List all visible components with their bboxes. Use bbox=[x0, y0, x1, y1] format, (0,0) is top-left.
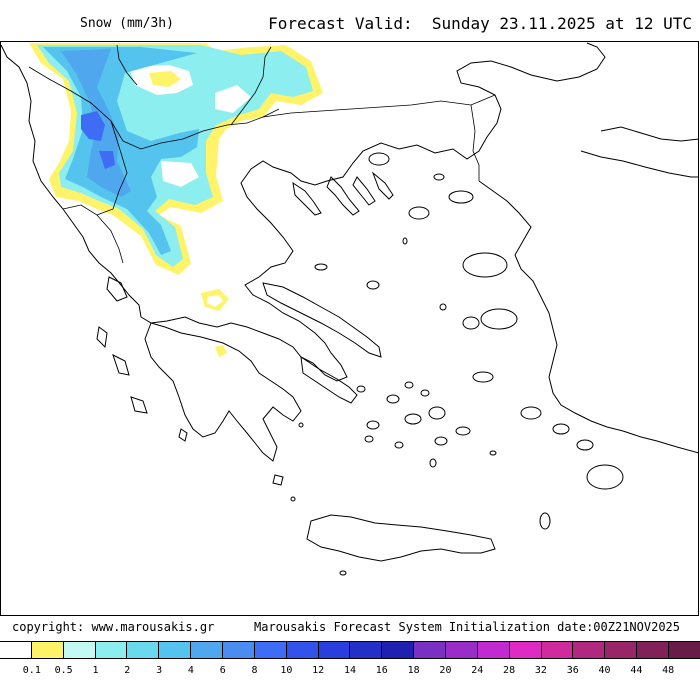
legend-tick-label: 18 bbox=[407, 665, 420, 676]
legend-swatch bbox=[254, 642, 287, 658]
legend-swatch bbox=[127, 642, 160, 658]
legend-tick-label: 36 bbox=[566, 665, 579, 676]
legend-swatch bbox=[541, 642, 574, 658]
legend-tick-label: 44 bbox=[630, 665, 643, 676]
legend-swatch bbox=[31, 642, 64, 658]
legend-tick-label: 40 bbox=[598, 665, 611, 676]
legend-swatch bbox=[414, 642, 447, 658]
legend-tick-label: 4 bbox=[187, 665, 194, 676]
legend-swatch bbox=[669, 642, 700, 658]
header: Snow (mm/3h) Forecast Valid: Sunday 23.1… bbox=[0, 0, 700, 42]
legend-tick-label: 20 bbox=[439, 665, 452, 676]
legend-tick-label: 8 bbox=[251, 665, 258, 676]
legend-labels: 0.1 0.5 1 2 3 4 6 8 10 12 14 16 18 20 24 28 32 36 40 44 48 bbox=[0, 665, 700, 681]
snow-area-dark-2 bbox=[99, 151, 115, 169]
legend-tick-label: 28 bbox=[503, 665, 516, 676]
legend-tick-label: 48 bbox=[662, 665, 675, 676]
legend-swatch bbox=[637, 642, 670, 658]
legend-tick-label: 12 bbox=[312, 665, 325, 676]
legend-tick-label: 0.1 bbox=[22, 665, 41, 676]
legend-swatch bbox=[605, 642, 638, 658]
legend-swatch bbox=[573, 642, 606, 658]
snow-area-medium bbox=[43, 47, 199, 255]
legend-swatch bbox=[95, 642, 128, 658]
coastlines bbox=[1, 42, 698, 576]
initialization-label: Initialization date:00Z21NOV2025 bbox=[448, 620, 680, 634]
legend-tick-label: 1 bbox=[92, 665, 99, 676]
legend-tick-label: 0.5 bbox=[54, 665, 73, 676]
legend-swatch bbox=[286, 642, 319, 658]
color-legend bbox=[0, 641, 700, 659]
footer: copyright: www.marousakis.gr Marousakis … bbox=[0, 618, 700, 638]
legend-tick-label: 10 bbox=[280, 665, 293, 676]
snow-area-dark bbox=[81, 111, 105, 141]
system-label: Marousakis Forecast System bbox=[254, 620, 442, 634]
legend-swatch bbox=[509, 642, 542, 658]
snow-hole-4 bbox=[215, 85, 251, 113]
legend-tick-label: 14 bbox=[343, 665, 357, 676]
legend-swatch bbox=[318, 642, 351, 658]
forecast-valid-label: Forecast Valid: Sunday 23.11.2025 at 12 … bbox=[268, 14, 692, 33]
legend-tick-label: 32 bbox=[534, 665, 547, 676]
snow-patch-east-inner bbox=[207, 295, 223, 307]
variable-label: Snow (mm/3h) bbox=[80, 16, 174, 31]
legend-swatch bbox=[350, 642, 383, 658]
legend-swatch bbox=[446, 642, 478, 658]
copyright-label: copyright: www.marousakis.gr bbox=[12, 620, 215, 634]
legend-tick-label: 24 bbox=[471, 665, 484, 676]
legend-swatch bbox=[191, 642, 224, 658]
legend-tick-label: 2 bbox=[124, 665, 131, 676]
legend-swatch bbox=[223, 642, 255, 658]
legend-tick-label: 3 bbox=[156, 665, 163, 676]
borders bbox=[28, 44, 496, 264]
legend-swatch bbox=[63, 642, 96, 658]
forecast-map bbox=[1, 42, 698, 576]
map-frame bbox=[0, 41, 699, 616]
legend-swatch bbox=[159, 642, 192, 658]
legend-swatch bbox=[477, 642, 510, 658]
legend-tick-label: 16 bbox=[375, 665, 388, 676]
legend-tick-label: 6 bbox=[219, 665, 226, 676]
legend-swatch bbox=[0, 642, 32, 658]
legend-swatch bbox=[382, 642, 415, 658]
snow-patch-peloponnese bbox=[215, 345, 227, 357]
snow-hole-2 bbox=[149, 71, 181, 87]
snow-hole-3 bbox=[161, 161, 199, 187]
